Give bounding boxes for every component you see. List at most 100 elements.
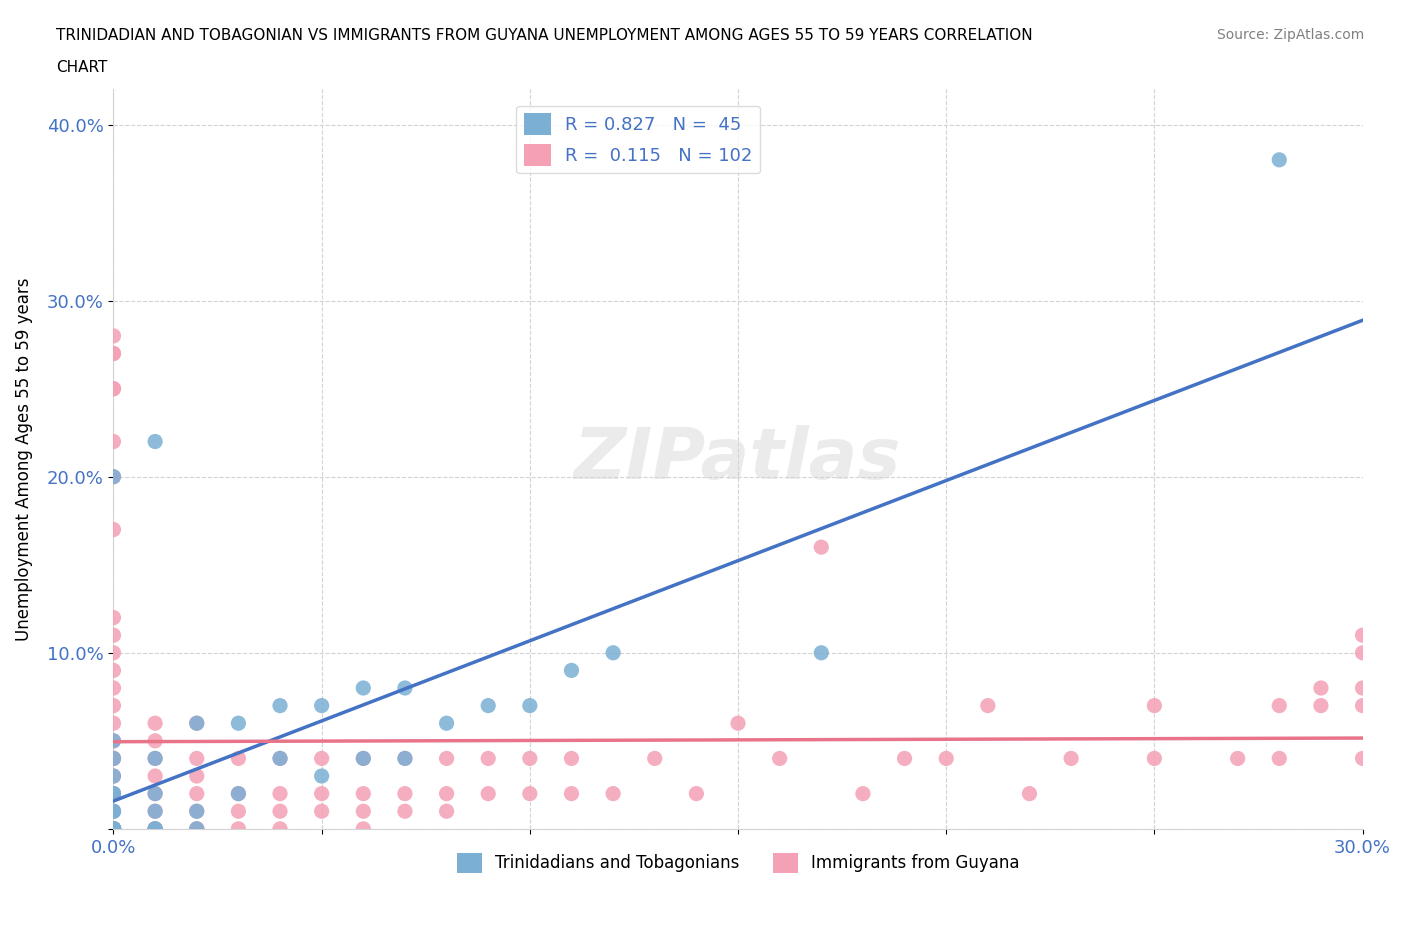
Point xyxy=(103,522,125,537)
Point xyxy=(186,804,208,818)
Point xyxy=(103,821,125,836)
Point xyxy=(560,786,582,801)
Point xyxy=(143,716,166,731)
Point xyxy=(103,786,125,801)
Text: Source: ZipAtlas.com: Source: ZipAtlas.com xyxy=(1216,28,1364,42)
Point xyxy=(560,663,582,678)
Point xyxy=(103,821,125,836)
Point xyxy=(352,681,374,696)
Point xyxy=(1309,698,1331,713)
Point xyxy=(1268,751,1291,766)
Point xyxy=(394,751,416,766)
Point xyxy=(103,821,125,836)
Point xyxy=(1143,751,1166,766)
Point xyxy=(103,821,125,836)
Text: CHART: CHART xyxy=(56,60,108,75)
Point xyxy=(103,381,125,396)
Point xyxy=(103,470,125,485)
Point xyxy=(186,768,208,783)
Point xyxy=(394,786,416,801)
Point xyxy=(186,716,208,731)
Point xyxy=(103,751,125,766)
Point xyxy=(810,645,832,660)
Point xyxy=(103,681,125,696)
Point xyxy=(1351,645,1374,660)
Point xyxy=(352,786,374,801)
Point xyxy=(186,821,208,836)
Point xyxy=(103,821,125,836)
Point xyxy=(103,821,125,836)
Point xyxy=(103,698,125,713)
Point xyxy=(436,751,458,766)
Point xyxy=(436,786,458,801)
Point xyxy=(269,751,291,766)
Text: ZIPatlas: ZIPatlas xyxy=(574,425,901,494)
Point xyxy=(228,751,250,766)
Point xyxy=(143,821,166,836)
Point xyxy=(143,804,166,818)
Point xyxy=(103,821,125,836)
Point xyxy=(228,804,250,818)
Point xyxy=(103,821,125,836)
Point xyxy=(977,698,1000,713)
Point xyxy=(602,645,624,660)
Point xyxy=(103,328,125,343)
Point xyxy=(103,821,125,836)
Point xyxy=(103,734,125,749)
Point xyxy=(103,804,125,818)
Point xyxy=(103,768,125,783)
Point xyxy=(1351,681,1374,696)
Point xyxy=(103,821,125,836)
Point xyxy=(352,751,374,766)
Point xyxy=(477,751,499,766)
Point xyxy=(143,751,166,766)
Point xyxy=(103,434,125,449)
Point xyxy=(143,734,166,749)
Point xyxy=(186,786,208,801)
Point xyxy=(103,821,125,836)
Point xyxy=(519,786,541,801)
Point xyxy=(103,821,125,836)
Point xyxy=(269,751,291,766)
Point xyxy=(103,346,125,361)
Point xyxy=(103,821,125,836)
Legend: Trinidadians and Tobagonians, Immigrants from Guyana: Trinidadians and Tobagonians, Immigrants… xyxy=(450,846,1026,880)
Point xyxy=(143,751,166,766)
Point xyxy=(311,751,333,766)
Point xyxy=(269,786,291,801)
Point xyxy=(519,751,541,766)
Point xyxy=(311,804,333,818)
Point xyxy=(560,751,582,766)
Point xyxy=(1143,698,1166,713)
Point xyxy=(103,346,125,361)
Point xyxy=(103,628,125,643)
Point xyxy=(269,821,291,836)
Point xyxy=(228,786,250,801)
Point xyxy=(1018,786,1040,801)
Point xyxy=(103,610,125,625)
Point xyxy=(1351,628,1374,643)
Point xyxy=(143,821,166,836)
Point xyxy=(269,804,291,818)
Point xyxy=(1351,698,1374,713)
Point xyxy=(1309,681,1331,696)
Point xyxy=(394,804,416,818)
Point xyxy=(103,645,125,660)
Point xyxy=(311,698,333,713)
Point xyxy=(103,751,125,766)
Point xyxy=(103,786,125,801)
Point xyxy=(103,470,125,485)
Point xyxy=(228,716,250,731)
Y-axis label: Unemployment Among Ages 55 to 59 years: Unemployment Among Ages 55 to 59 years xyxy=(15,277,32,641)
Point xyxy=(143,786,166,801)
Point xyxy=(477,786,499,801)
Point xyxy=(228,821,250,836)
Point xyxy=(519,698,541,713)
Point xyxy=(143,434,166,449)
Point xyxy=(103,786,125,801)
Point xyxy=(727,716,749,731)
Point xyxy=(186,751,208,766)
Text: TRINIDADIAN AND TOBAGONIAN VS IMMIGRANTS FROM GUYANA UNEMPLOYMENT AMONG AGES 55 : TRINIDADIAN AND TOBAGONIAN VS IMMIGRANTS… xyxy=(56,28,1033,43)
Point xyxy=(186,821,208,836)
Point xyxy=(1060,751,1083,766)
